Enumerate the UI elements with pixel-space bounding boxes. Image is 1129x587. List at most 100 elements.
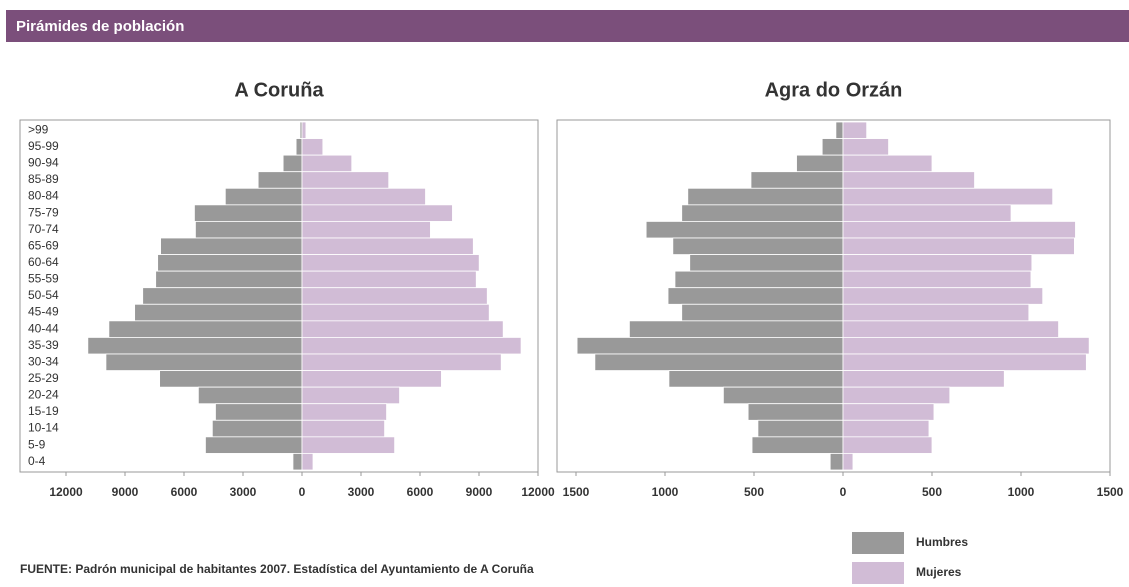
bar-male bbox=[211, 419, 303, 438]
y-tick-label: >99 bbox=[28, 122, 49, 136]
bar-male bbox=[689, 254, 844, 272]
bar-male bbox=[722, 386, 844, 405]
x-tick-label: 1000 bbox=[652, 485, 679, 499]
y-tick-label: 85-89 bbox=[28, 172, 59, 186]
bar-female bbox=[842, 453, 854, 471]
bar-female bbox=[301, 303, 490, 322]
y-tick-label: 45-49 bbox=[28, 305, 59, 319]
bar-female bbox=[301, 403, 387, 421]
bar-female bbox=[301, 436, 396, 454]
y-tick-label: 70-74 bbox=[28, 222, 59, 236]
bar-male bbox=[195, 221, 303, 239]
bar-male bbox=[668, 370, 844, 388]
x-tick-label: 6000 bbox=[407, 485, 434, 499]
bar-male bbox=[295, 138, 303, 156]
bar-male bbox=[674, 270, 844, 289]
bar-female bbox=[842, 303, 1030, 322]
bar-female bbox=[301, 370, 442, 388]
x-tick-label: 1000 bbox=[1008, 485, 1035, 499]
bar-female bbox=[842, 353, 1087, 371]
bar-female bbox=[301, 171, 390, 189]
bar-female bbox=[842, 320, 1059, 338]
bar-female bbox=[301, 287, 488, 305]
bar-male bbox=[105, 353, 303, 371]
bar-male bbox=[821, 138, 844, 156]
bar-female bbox=[301, 386, 400, 405]
bar-female bbox=[301, 254, 480, 272]
header-title: Pirámides de población bbox=[16, 18, 184, 35]
bar-male bbox=[205, 436, 303, 454]
x-tick-label: 12000 bbox=[49, 485, 83, 499]
bar-female bbox=[301, 138, 324, 156]
x-tick-label: 12000 bbox=[521, 485, 555, 499]
y-tick-label: 95-99 bbox=[28, 139, 59, 153]
bar-male bbox=[681, 303, 844, 322]
bar-female bbox=[301, 154, 353, 173]
x-tick-label: 1500 bbox=[563, 485, 590, 499]
bar-female bbox=[842, 386, 951, 405]
bar-male bbox=[672, 237, 844, 255]
bar-male bbox=[594, 353, 844, 371]
bar-male bbox=[87, 337, 303, 355]
bar-female bbox=[301, 221, 431, 239]
y-tick-label: 0-4 bbox=[28, 454, 46, 468]
bar-female bbox=[301, 187, 426, 206]
bar-female bbox=[301, 453, 314, 471]
x-tick-label: 0 bbox=[299, 485, 306, 499]
bar-male bbox=[224, 187, 303, 206]
y-tick-label: 80-84 bbox=[28, 189, 59, 203]
bar-female bbox=[842, 370, 1005, 388]
bar-male bbox=[750, 171, 844, 189]
bar-female bbox=[842, 270, 1032, 289]
bar-female bbox=[842, 187, 1054, 206]
bar-male bbox=[292, 453, 303, 471]
y-tick-label: 75-79 bbox=[28, 205, 59, 219]
bar-male bbox=[194, 204, 303, 222]
y-tick-label: 65-69 bbox=[28, 238, 59, 252]
bar-female bbox=[842, 154, 933, 173]
y-tick-label: 90-94 bbox=[28, 156, 59, 170]
bar-male bbox=[645, 221, 844, 239]
bar-male bbox=[667, 287, 844, 305]
bar-female bbox=[842, 171, 975, 189]
chart-title: Agra do Orzán bbox=[765, 79, 903, 101]
bar-female bbox=[301, 121, 307, 139]
bar-female bbox=[301, 419, 385, 438]
y-tick-label: 55-59 bbox=[28, 272, 59, 286]
bar-female bbox=[301, 320, 504, 338]
bar-male bbox=[282, 154, 303, 173]
bar-male bbox=[835, 121, 844, 139]
x-tick-label: 0 bbox=[840, 485, 847, 499]
chart-title: A Coruña bbox=[234, 79, 324, 101]
bar-female bbox=[301, 353, 502, 371]
y-tick-label: 15-19 bbox=[28, 404, 59, 418]
x-tick-label: 500 bbox=[922, 485, 942, 499]
y-tick-label: 10-14 bbox=[28, 421, 59, 435]
bar-female bbox=[842, 287, 1044, 305]
legend-label: Humbres bbox=[916, 535, 968, 549]
bar-female bbox=[301, 337, 522, 355]
bar-male bbox=[751, 436, 844, 454]
bar-male bbox=[142, 287, 303, 305]
x-tick-label: 9000 bbox=[112, 485, 139, 499]
bar-male bbox=[757, 419, 844, 438]
bar-female bbox=[301, 270, 477, 289]
bar-male bbox=[576, 337, 844, 355]
x-tick-label: 6000 bbox=[171, 485, 198, 499]
bar-male bbox=[215, 403, 303, 421]
legend-swatch bbox=[852, 562, 904, 584]
source: FUENTE: Padrón municipal de habitantes 2… bbox=[20, 562, 534, 576]
bar-male bbox=[157, 254, 303, 272]
y-tick-label: 50-54 bbox=[28, 288, 59, 302]
bar-male bbox=[197, 386, 303, 405]
bar-male bbox=[681, 204, 844, 222]
bar-male bbox=[108, 320, 303, 338]
bar-female bbox=[301, 237, 474, 255]
bar-male bbox=[155, 270, 303, 289]
y-tick-label: 60-64 bbox=[28, 255, 59, 269]
x-tick-label: 3000 bbox=[230, 485, 257, 499]
bar-male bbox=[796, 154, 844, 173]
legend-label: Mujeres bbox=[916, 565, 962, 579]
legend-swatch bbox=[852, 532, 904, 554]
y-tick-label: 35-39 bbox=[28, 338, 59, 352]
